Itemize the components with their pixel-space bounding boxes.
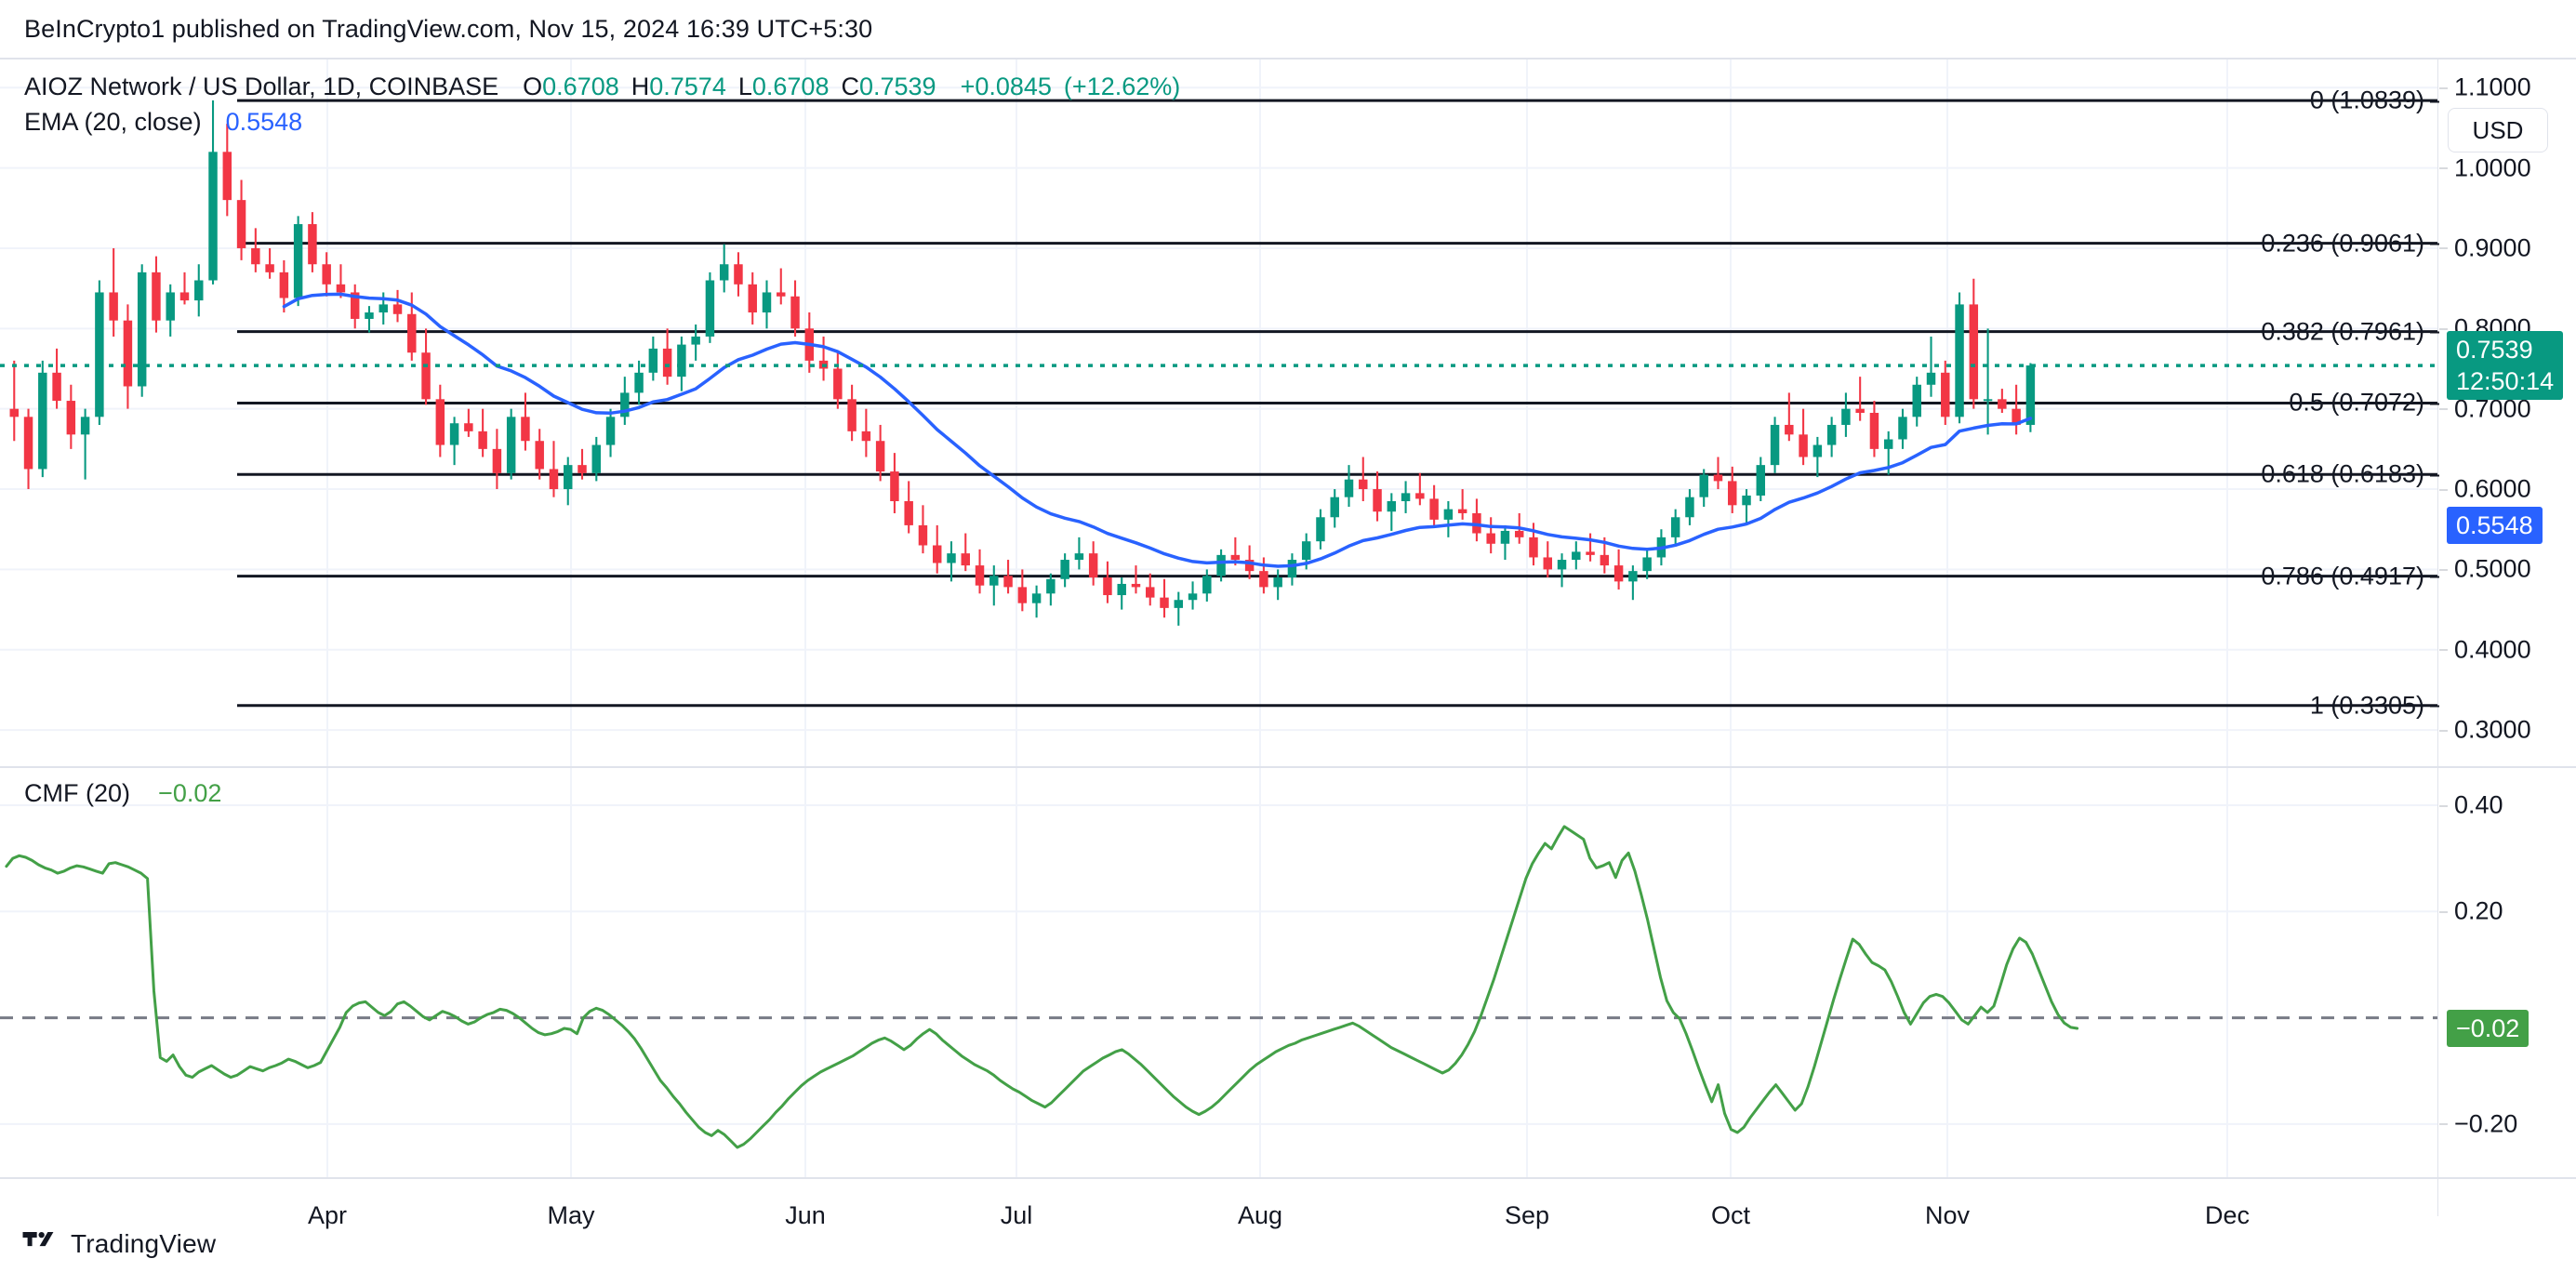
bar-countdown: 12:50:14 [2456,367,2555,396]
time-axis[interactable]: Apr May Jun Jul Aug Sep Oct Nov Dec [0,1179,2576,1235]
tradingview-brand: TradingView [22,1229,216,1259]
time-axis-separator [0,1177,2576,1179]
currency-button[interactable]: USD [2448,108,2548,152]
price-svg [0,60,2437,766]
cmf-value: −0.02 [158,779,222,807]
attribution-text: BeInCrypto1 published on TradingView.com… [24,14,873,43]
price-axis-tick: 1.0000 [2439,153,2531,182]
cmf-pane: 0.40 0.20 −0.20 −0.02 CMF (20) −0.02 [0,768,2576,1177]
cmf-svg [0,768,2437,1177]
time-axis-tick: Apr [307,1201,348,1229]
attribution-bar: BeInCrypto1 published on TradingView.com… [0,0,2576,58]
fib-level-label: 0.618 (0.6183) [2261,459,2439,488]
currency-label: USD [2472,115,2524,144]
time-axis-tick: Jun [785,1201,826,1229]
fib-level-label: 1 (0.3305) [2309,691,2440,720]
price-axis-tick: 0.4000 [2439,635,2531,664]
tradingview-logo-icon [22,1232,54,1247]
time-axis-tick: Dec [2204,1201,2251,1229]
cmf-plot-area[interactable] [0,768,2437,1177]
ema-price-badge[interactable]: 0.5548 [2447,507,2543,545]
cmf-axis-tick: 0.40 [2439,790,2503,819]
fib-level-label: 0.786 (0.4917) [2261,562,2439,590]
price-axis-tick: 0.3000 [2439,715,2531,744]
current-price-badge[interactable]: 0.7539 12:50:14 [2447,331,2564,401]
time-axis-tick: Aug [1237,1201,1283,1229]
cmf-axis-tick: 0.20 [2439,896,2503,925]
price-axis-tick: 0.5000 [2439,554,2531,583]
pane-separator [0,766,2576,768]
fib-level-label: 0.382 (0.7961) [2261,317,2439,346]
tradingview-wordmark: TradingView [71,1229,217,1258]
cmf-legend: CMF (20) −0.02 [24,779,221,808]
time-axis-tick: Sep [1504,1201,1550,1229]
fib-level-label: 0.5 (0.7072) [2289,388,2439,417]
fib-level-label: 0 (1.0839) [2309,86,2440,114]
cmf-title: CMF (20) [24,779,130,807]
chart-frame: 1.1000 1.0000 0.9000 0.8000 0.7000 0.6000 0.50… [0,58,2576,1229]
axis-divider [2437,60,2438,1216]
fib-level-label: 0.236 (0.9061) [2261,229,2439,258]
price-plot-area[interactable] [0,60,2437,766]
time-axis-tick: Oct [1710,1201,1751,1229]
price-axis-tick: 0.6000 [2439,474,2531,503]
price-axis-tick: 0.9000 [2439,233,2531,262]
price-pane: 1.1000 1.0000 0.9000 0.8000 0.7000 0.6000 0.50… [0,60,2576,766]
price-axis-tick: 1.1000 [2439,73,2531,101]
time-axis-tick: Nov [1924,1201,1971,1229]
time-axis-tick: May [547,1201,595,1229]
time-axis-tick: Jul [1000,1201,1033,1229]
cmf-axis-tick: −0.20 [2438,1109,2518,1138]
cmf-axis[interactable]: 0.40 0.20 −0.20 −0.02 [2437,768,2576,1177]
cmf-value-badge[interactable]: −0.02 [2447,1010,2530,1047]
current-price-value: 0.7539 [2456,336,2533,364]
price-axis[interactable]: 1.1000 1.0000 0.9000 0.8000 0.7000 0.6000 0.50… [2437,60,2576,766]
